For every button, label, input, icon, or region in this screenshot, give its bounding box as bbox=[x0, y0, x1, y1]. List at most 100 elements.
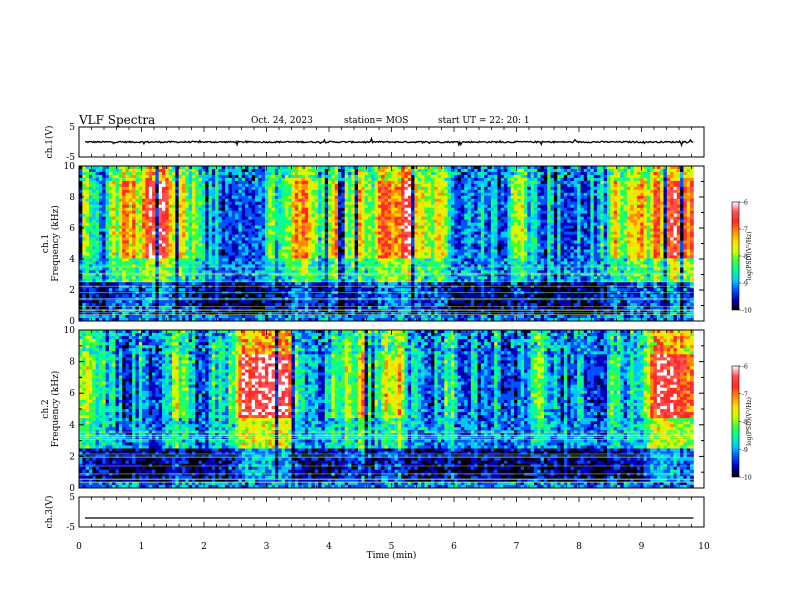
spectrogram-cell bbox=[148, 210, 153, 215]
spectrogram-cell bbox=[600, 237, 605, 241]
spectrogram-cell bbox=[357, 166, 362, 170]
spectrogram-cell bbox=[543, 183, 548, 188]
spectrogram-cell bbox=[258, 189, 263, 194]
spectrogram-cell bbox=[258, 171, 263, 176]
spectrogram-cell bbox=[245, 166, 249, 170]
spectrogram-cell bbox=[152, 177, 156, 182]
spectrogram-cell bbox=[487, 174, 492, 179]
spectrogram-cell bbox=[357, 228, 362, 232]
spectrogram-cell bbox=[228, 237, 233, 241]
spectrogram-cell bbox=[308, 207, 312, 212]
spectrogram-cell bbox=[318, 168, 322, 173]
spectrogram-cell bbox=[484, 166, 488, 170]
spectrogram-cell bbox=[391, 228, 395, 232]
spectrogram-cell bbox=[474, 207, 478, 212]
spectrogram-cell bbox=[381, 201, 385, 206]
spectrogram-cell bbox=[188, 186, 193, 191]
spectrogram-cell bbox=[533, 240, 538, 244]
spectrogram-cell bbox=[82, 213, 87, 218]
spectrogram-cell bbox=[663, 216, 668, 221]
spectrogram-cell bbox=[683, 216, 688, 221]
spectrogram-cell bbox=[656, 195, 661, 200]
spectrogram-cell bbox=[600, 174, 605, 179]
spectrogram-cell bbox=[537, 166, 542, 170]
spectrogram-cell bbox=[105, 234, 110, 238]
spectrogram-cell bbox=[384, 207, 389, 212]
spectrogram-cell bbox=[311, 216, 316, 221]
spectrogram-cell bbox=[673, 243, 678, 247]
spectrogram-cell bbox=[318, 183, 322, 188]
spectrogram-cell bbox=[344, 183, 349, 188]
spectrogram-cell bbox=[686, 228, 691, 232]
spectrogram-cell bbox=[414, 207, 419, 212]
spectrogram-cell bbox=[98, 186, 103, 191]
spectrogram-cell bbox=[643, 198, 648, 203]
spectrogram-cell bbox=[583, 201, 588, 206]
spectrogram-cell bbox=[135, 189, 140, 194]
spectrogram-cell bbox=[507, 231, 512, 235]
spectrogram-cell bbox=[208, 240, 213, 244]
spectrogram-cell bbox=[215, 168, 219, 173]
spectrogram-cell bbox=[82, 177, 87, 182]
spectrogram-cell bbox=[314, 186, 319, 191]
spectrogram-cell bbox=[308, 225, 312, 229]
spectrogram-cell bbox=[507, 168, 512, 173]
spectrogram-cell bbox=[577, 183, 581, 188]
spectrogram-cell bbox=[85, 171, 90, 176]
spectrogram-cell bbox=[404, 204, 409, 209]
spectrogram-cell bbox=[344, 195, 349, 200]
spectrogram-cell bbox=[497, 213, 502, 218]
spectrogram-cell bbox=[421, 189, 425, 194]
spectrogram-cell bbox=[135, 195, 140, 200]
spectrogram-cell bbox=[304, 228, 309, 232]
spectrogram-cell bbox=[181, 171, 186, 176]
spectrogram-cell bbox=[278, 177, 282, 182]
spectrogram-cell bbox=[653, 171, 658, 176]
spectrogram-cell bbox=[440, 189, 445, 194]
spectrogram-cell bbox=[477, 216, 482, 221]
spectrogram-cell bbox=[640, 204, 644, 209]
spectrogram-cell bbox=[656, 189, 661, 194]
spectrogram-cell bbox=[118, 213, 123, 218]
spectrogram-cell bbox=[454, 237, 458, 241]
spectrogram-cell bbox=[248, 210, 253, 215]
spectrogram-cell bbox=[195, 216, 199, 221]
spectrogram-cell bbox=[560, 207, 565, 212]
spectrogram-cell bbox=[225, 186, 229, 191]
spectrogram-cell bbox=[201, 228, 206, 232]
spectrogram-cell bbox=[201, 180, 206, 185]
spectrogram-cell bbox=[550, 174, 555, 179]
spectrogram-cell bbox=[321, 240, 326, 244]
spectrogram-cell bbox=[348, 216, 352, 221]
spectrogram-cell bbox=[281, 234, 286, 238]
spectrogram-cell bbox=[470, 186, 475, 191]
spectrogram-cell bbox=[108, 168, 113, 173]
spectrogram-cell bbox=[318, 231, 322, 235]
spectrogram-cell bbox=[683, 177, 688, 182]
spectrogram-cell bbox=[348, 222, 352, 227]
spectrogram-cell bbox=[245, 210, 249, 215]
spectrogram-cell bbox=[338, 183, 342, 188]
spectrogram-cell bbox=[597, 183, 601, 188]
spectrogram-cell bbox=[613, 213, 618, 218]
spectrogram-cell bbox=[440, 210, 445, 215]
spectrogram-cell bbox=[567, 180, 571, 185]
spectrogram-cell bbox=[573, 231, 578, 235]
spectrogram-cell bbox=[168, 222, 173, 227]
spectrogram-cell bbox=[251, 243, 256, 247]
spectrogram-cell bbox=[245, 213, 249, 218]
spectrogram-cell bbox=[112, 225, 116, 229]
spectrogram-cell bbox=[404, 231, 409, 235]
spectrogram-cell bbox=[138, 183, 143, 188]
spectrogram-cell bbox=[135, 234, 140, 238]
spectrogram-cell bbox=[351, 228, 356, 232]
spectrogram-cell bbox=[361, 201, 365, 206]
spectrogram-cell bbox=[407, 204, 412, 209]
spectrogram-cell bbox=[162, 174, 166, 179]
spectrogram-cell bbox=[211, 168, 216, 173]
spectrogram-cell bbox=[616, 171, 621, 176]
spectrogram-cell bbox=[666, 207, 671, 212]
spectrogram-cell bbox=[278, 174, 282, 179]
spectrogram-cell bbox=[331, 180, 336, 185]
spectrogram-cell bbox=[268, 228, 273, 232]
